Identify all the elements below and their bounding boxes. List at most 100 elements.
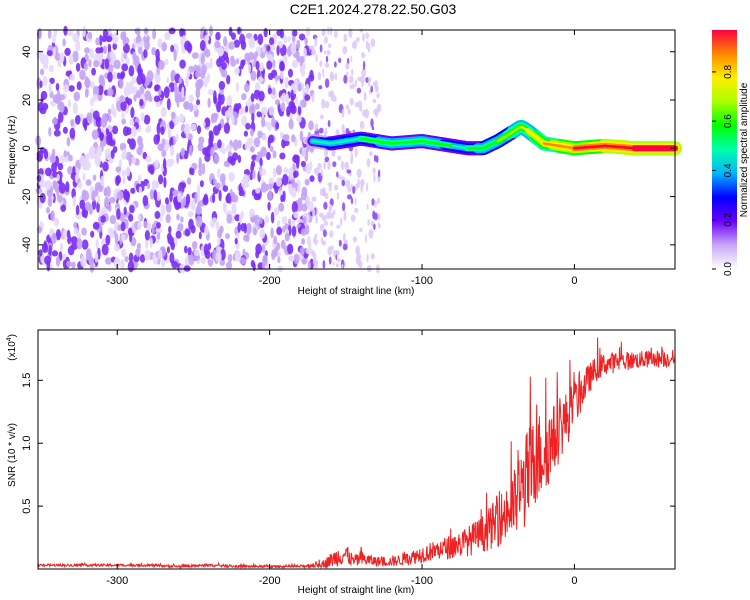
noise-blob <box>131 126 137 138</box>
noise-blob <box>70 119 74 127</box>
snr-scale-label: (x104) <box>6 334 18 361</box>
noise-blob <box>323 161 326 170</box>
noise-blob <box>107 88 114 97</box>
noise-blob <box>261 46 266 53</box>
noise-blob <box>101 206 108 215</box>
noise-blob <box>305 26 311 37</box>
noise-blob <box>42 76 48 87</box>
noise-blob <box>57 162 64 171</box>
noise-blob <box>169 144 175 157</box>
noise-blob <box>246 137 252 149</box>
colorbar-tick-label: 0.8 <box>723 64 734 78</box>
noise-blob <box>105 128 110 136</box>
noise-blob <box>127 260 135 273</box>
noise-blob <box>312 208 316 218</box>
noise-blob <box>357 76 362 82</box>
noise-blob <box>291 134 296 143</box>
noise-blob <box>336 258 341 263</box>
noise-blob <box>300 191 308 201</box>
noise-blob <box>153 189 158 201</box>
noise-blob <box>272 59 276 69</box>
noise-blob <box>355 255 361 266</box>
noise-blob <box>100 215 106 223</box>
snr-y-tick-label: 1.5 <box>21 373 33 388</box>
noise-blob <box>350 152 354 162</box>
noise-blob <box>63 84 69 93</box>
noise-blob <box>188 144 193 157</box>
noise-blob <box>331 211 335 219</box>
noise-blob <box>186 177 192 185</box>
noise-blob <box>269 145 274 153</box>
noise-blob <box>173 49 177 62</box>
noise-blob <box>69 127 76 139</box>
noise-blob <box>188 94 194 103</box>
noise-blob <box>214 41 221 49</box>
noise-blob <box>67 29 74 37</box>
noise-blob <box>231 203 237 216</box>
noise-blob <box>128 252 134 263</box>
noise-blob <box>185 193 191 205</box>
noise-blob <box>329 204 333 211</box>
noise-blob <box>94 252 99 263</box>
noise-blob <box>153 134 160 145</box>
colorbar: 0.0 0.2 0.4 0.6 0.8 Normalized spectral ampl… <box>712 30 750 276</box>
noise-blob <box>244 52 250 62</box>
spectrogram-y-tick-label: 0 <box>21 145 33 151</box>
spectrogram-y-label: Frequency (Hz) <box>7 116 18 185</box>
noise-blob <box>62 38 66 47</box>
noise-blob <box>163 86 170 99</box>
noise-blob <box>261 243 266 253</box>
noise-blob <box>371 126 375 131</box>
snr-x-tick-label: 0 <box>571 575 577 587</box>
noise-blob <box>198 156 202 169</box>
noise-blob <box>281 216 288 225</box>
noise-blob <box>170 44 175 53</box>
noise-blob <box>270 211 275 224</box>
noise-blob <box>107 204 112 212</box>
noise-blob <box>169 252 175 264</box>
noise-blob <box>75 39 81 52</box>
noise-blob <box>129 204 135 214</box>
noise-blob <box>104 58 110 70</box>
noise-blob <box>367 42 371 53</box>
noise-blob <box>228 26 233 37</box>
noise-blob <box>158 174 164 185</box>
noise-blob <box>68 54 74 65</box>
noise-blob <box>188 218 194 230</box>
noise-blob <box>110 149 115 159</box>
noise-blob <box>157 38 163 48</box>
noise-blob <box>168 225 172 234</box>
noise-blob <box>67 99 72 108</box>
noise-blob <box>323 36 328 44</box>
spectrogram-x-label: Height of straight line (km) <box>298 286 415 297</box>
noise-blob <box>251 160 256 168</box>
snr-x-label: Height of straight line (km) <box>298 585 415 596</box>
noise-blob <box>36 174 42 182</box>
snr-y-tick-label: 0.5 <box>21 498 33 513</box>
noise-blob <box>332 161 337 168</box>
noise-blob <box>373 173 376 183</box>
noise-blob <box>288 255 295 262</box>
noise-blob <box>309 45 315 50</box>
noise-blob <box>264 215 270 224</box>
noise-blob <box>115 175 121 185</box>
spectrogram-y-axis: -40 -20 0 20 40 <box>21 46 675 253</box>
noise-blob <box>84 88 89 98</box>
noise-blob <box>151 47 157 56</box>
snr-scale-exponent: 4 <box>6 337 13 341</box>
snr-scale-close: ) <box>7 334 18 337</box>
noise-blob <box>170 73 175 83</box>
noise-blob <box>350 184 354 189</box>
noise-blob <box>284 76 290 89</box>
noise-blob <box>329 26 333 36</box>
noise-blob <box>359 28 364 33</box>
noise-blob <box>161 138 166 147</box>
noise-blob <box>280 239 286 250</box>
noise-blob <box>360 52 366 58</box>
noise-blob <box>204 225 209 236</box>
noise-blob <box>140 112 145 122</box>
noise-blob <box>234 67 240 75</box>
spectrogram-signal-track <box>305 120 682 156</box>
noise-blob <box>156 122 161 135</box>
noise-blob <box>210 146 215 157</box>
